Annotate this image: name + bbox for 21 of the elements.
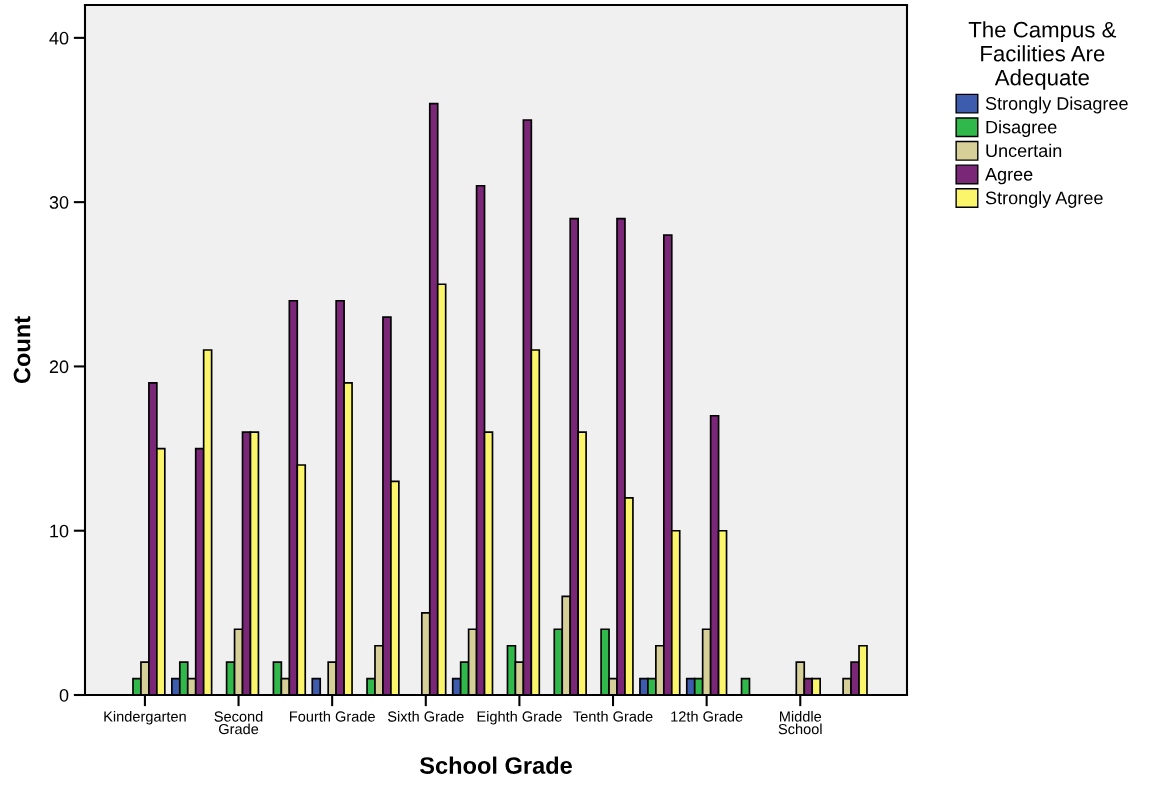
legend-label: Agree	[985, 168, 1033, 185]
y-tick-label: 10	[50, 524, 69, 538]
x-tick-label: 12th Grade	[671, 710, 743, 722]
x-tick-label: Kindergarten	[104, 710, 186, 725]
x-tick-label: Eighth Grade	[477, 710, 562, 725]
legend-label: Strongly Agree	[985, 191, 1103, 208]
y-axis-title: Count	[13, 316, 31, 384]
legend-label: Uncertain	[986, 143, 1062, 158]
legend-title: The Campus & Facilities Are Adequate	[968, 21, 1117, 90]
legend-label: Strongly Disagree	[985, 96, 1128, 114]
x-tick-label: Second Grade	[214, 710, 263, 735]
x-tick-label: Fourth Grade	[290, 710, 375, 722]
x-tick-label: Middle School	[778, 710, 822, 735]
x-axis-title: School Grade	[419, 756, 572, 774]
y-tick-label: 40	[49, 31, 69, 45]
y-tick-label: 0	[59, 688, 69, 702]
x-tick-label: Sixth Grade	[387, 710, 464, 722]
y-tick-label: 30	[49, 196, 69, 209]
y-tick-label: 20	[49, 360, 69, 374]
x-tick-label: Tenth Grade	[573, 710, 653, 722]
legend-label: Disagree	[986, 120, 1057, 138]
